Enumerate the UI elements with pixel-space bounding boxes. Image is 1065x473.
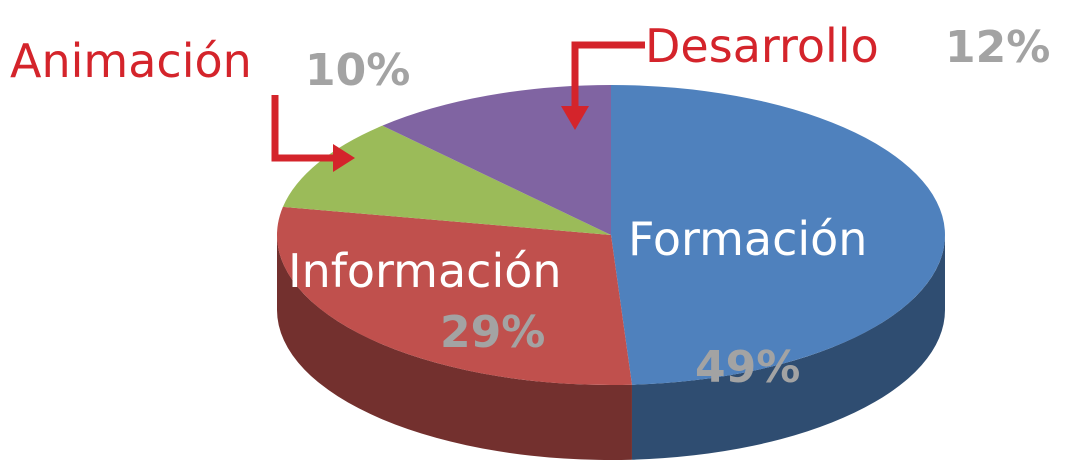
slice	[277, 206, 632, 385]
category-label: Información	[288, 244, 562, 298]
arrows	[271, 41, 645, 172]
category-label: Desarrollo	[645, 19, 879, 73]
slice-side	[277, 235, 632, 460]
slice-side	[631, 235, 945, 460]
category-label: Formación	[628, 212, 867, 266]
slice	[611, 85, 946, 385]
slice	[282, 125, 611, 235]
arrow	[271, 95, 335, 162]
slice	[382, 85, 611, 235]
arrow-head	[561, 106, 589, 130]
value-label: 12%	[945, 22, 1050, 73]
arrow	[571, 41, 645, 108]
value-label: 29%	[440, 307, 545, 358]
category-label: Animación	[10, 34, 252, 88]
value-label: 49%	[695, 342, 800, 393]
pie	[277, 85, 946, 460]
value-label: 10%	[305, 45, 410, 96]
arrow-head	[333, 144, 355, 172]
